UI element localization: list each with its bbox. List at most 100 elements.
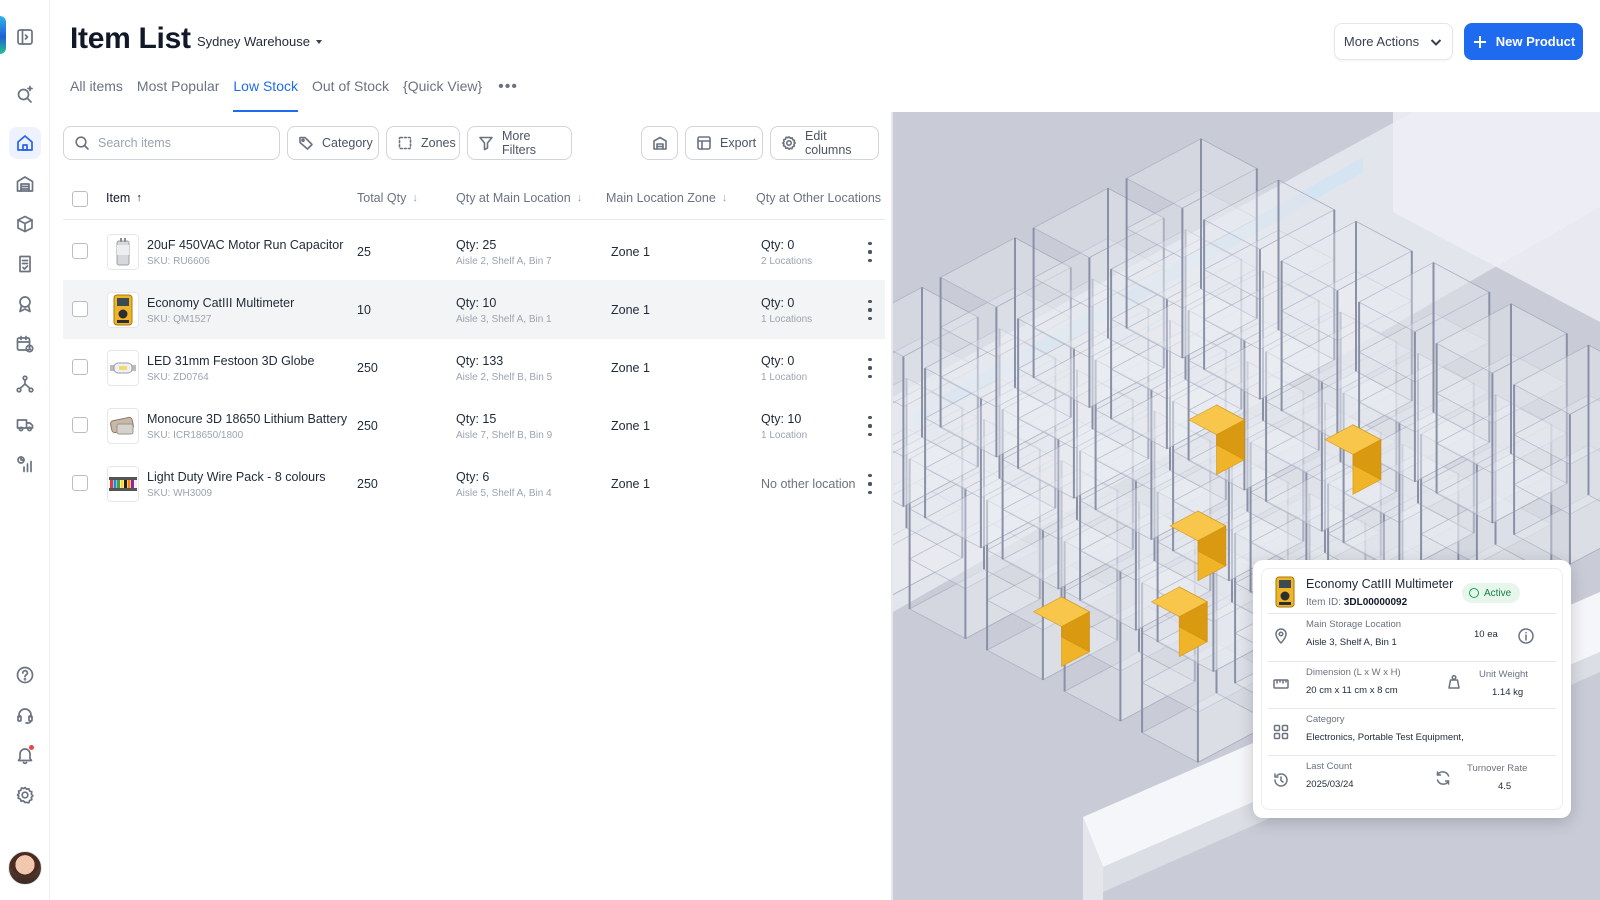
turnover-label: Turnover Rate <box>1467 763 1528 774</box>
row-menu-icon[interactable] <box>863 416 877 436</box>
other-qty: Qty: 0 <box>761 296 795 310</box>
battery-thumbnail <box>107 408 139 444</box>
tab-out-of-stock[interactable]: Out of Stock <box>311 78 390 94</box>
headset-icon[interactable] <box>9 699 41 731</box>
rack-unit <box>1435 303 1568 524</box>
table-row[interactable]: Economy CatIII Multimeter SKU: QM1527 10… <box>63 280 885 339</box>
column-header-item[interactable]: Item ↑ <box>106 191 142 205</box>
search-input[interactable] <box>98 136 258 150</box>
ai-search-icon[interactable] <box>9 78 41 110</box>
sidebar-toggle-icon[interactable] <box>9 21 41 53</box>
row-checkbox[interactable] <box>72 417 88 433</box>
item-name[interactable]: 20uF 450VAC Motor Run Capacitor <box>147 238 344 252</box>
item-name[interactable]: Economy CatIII Multimeter <box>147 296 295 310</box>
export-icon <box>697 136 711 150</box>
zones-filter-button[interactable]: Zones <box>386 126 460 160</box>
total-qty: 25 <box>357 245 371 259</box>
help-icon[interactable] <box>9 659 41 691</box>
new-product-button[interactable]: New Product <box>1464 23 1583 60</box>
panel-divider[interactable] <box>891 112 893 900</box>
warehouse-icon[interactable] <box>9 168 41 200</box>
table-header: Item ↑ Total Qty ↓ Qty at Main Location ↓ M… <box>63 180 885 220</box>
row-menu-icon[interactable] <box>863 242 877 262</box>
analytics-icon[interactable] <box>9 448 41 480</box>
main-zone: Zone 1 <box>611 303 650 317</box>
checklist-icon[interactable] <box>9 248 41 280</box>
column-header-total-qty[interactable]: Total Qty ↓ <box>357 191 418 205</box>
main-location: Aisle 3, Shelf A, Bin 1 <box>456 314 552 325</box>
tab-most-popular[interactable]: Most Popular <box>136 78 220 94</box>
row-checkbox[interactable] <box>72 475 88 491</box>
search-box <box>63 126 280 160</box>
more-actions-button[interactable]: More Actions <box>1334 23 1453 60</box>
total-qty: 250 <box>357 419 378 433</box>
award-icon[interactable] <box>9 288 41 320</box>
warehouse-view-button[interactable] <box>641 126 678 160</box>
divider <box>1268 661 1556 662</box>
item-name[interactable]: Monocure 3D 18650 Lithium Battery <box>147 412 348 426</box>
main-zone: Zone 1 <box>611 477 650 491</box>
divider <box>1268 613 1556 614</box>
tab-all-items[interactable]: All items <box>70 78 123 94</box>
total-qty: 250 <box>357 477 378 491</box>
warehouse-selector[interactable]: Sydney Warehouse <box>197 34 322 49</box>
rack-unit <box>1358 261 1491 483</box>
turnover-value: 4.5 <box>1498 781 1512 792</box>
tab-low-stock[interactable]: Low Stock <box>233 76 298 112</box>
main-zone: Zone 1 <box>611 361 650 375</box>
row-menu-icon[interactable] <box>863 474 877 494</box>
plus-icon <box>1473 35 1486 48</box>
other-qty: No other location <box>761 477 856 491</box>
table-row[interactable]: LED 31mm Festoon 3D Globe SKU: ZD0764 25… <box>63 338 885 397</box>
main-storage-value: Aisle 3, Shelf A, Bin 1 <box>1306 637 1397 648</box>
row-checkbox[interactable] <box>72 243 88 259</box>
category-label: Category <box>1306 714 1345 725</box>
truck-icon[interactable] <box>9 408 41 440</box>
divider <box>1268 755 1556 756</box>
other-locations: 1 Locations <box>761 314 813 325</box>
row-checkbox[interactable] <box>72 301 88 317</box>
item-sku: SKU: QM1527 <box>147 314 212 325</box>
wire-pack-thumbnail <box>107 466 139 502</box>
tab-quick-view[interactable]: {Quick View} <box>403 78 483 94</box>
settings-icon[interactable] <box>9 779 41 811</box>
info-icon[interactable] <box>1517 627 1535 645</box>
row-checkbox[interactable] <box>72 359 88 375</box>
more-tabs-icon[interactable]: ••• <box>498 78 518 95</box>
status-label: Active <box>1484 587 1512 599</box>
calendar-clock-icon[interactable] <box>9 328 41 360</box>
home-icon[interactable] <box>9 127 41 159</box>
row-menu-icon[interactable] <box>863 300 877 320</box>
divider <box>1268 708 1556 709</box>
pallet-box <box>1150 586 1209 658</box>
more-filters-button[interactable]: More Filters <box>467 126 572 160</box>
network-icon[interactable] <box>9 368 41 400</box>
column-header-qty-other[interactable]: Qty at Other Locations <box>756 191 881 205</box>
box-icon[interactable] <box>9 208 41 240</box>
item-name[interactable]: Light Duty Wire Pack - 8 colours <box>147 470 326 484</box>
column-header-qty-main[interactable]: Qty at Main Location ↓ <box>456 191 582 205</box>
main-qty: Qty: 15 <box>456 412 497 426</box>
new-product-label: New Product <box>1495 34 1576 49</box>
category-filter-button[interactable]: Category <box>287 126 379 160</box>
bell-icon[interactable] <box>9 739 41 771</box>
edit-columns-button[interactable]: Edit columns <box>770 126 879 160</box>
other-locations: 2 Locations <box>761 256 813 267</box>
item-name[interactable]: LED 31mm Festoon 3D Globe <box>147 354 315 368</box>
user-avatar[interactable] <box>8 851 42 885</box>
weight-value: 1.14 kg <box>1492 687 1524 698</box>
table-row[interactable]: 20uF 450VAC Motor Run Capacitor SKU: RU6… <box>63 222 885 281</box>
table-row[interactable]: Light Duty Wire Pack - 8 colours SKU: WH… <box>63 454 885 513</box>
select-all-checkbox[interactable] <box>72 191 88 207</box>
column-header-zone[interactable]: Main Location Zone ↓ <box>606 191 727 205</box>
table-row[interactable]: Monocure 3D 18650 Lithium Battery SKU: I… <box>63 396 885 455</box>
chevron-down-icon <box>1430 38 1442 46</box>
refresh-icon <box>1434 769 1452 787</box>
status-circle-icon <box>1469 588 1479 598</box>
category-label: Category <box>322 136 373 150</box>
main-zone: Zone 1 <box>611 419 650 433</box>
row-menu-icon[interactable] <box>863 358 877 378</box>
export-button[interactable]: Export <box>685 126 763 160</box>
last-count-label: Last Count <box>1306 761 1352 772</box>
main-qty: Qty: 10 <box>456 296 497 310</box>
